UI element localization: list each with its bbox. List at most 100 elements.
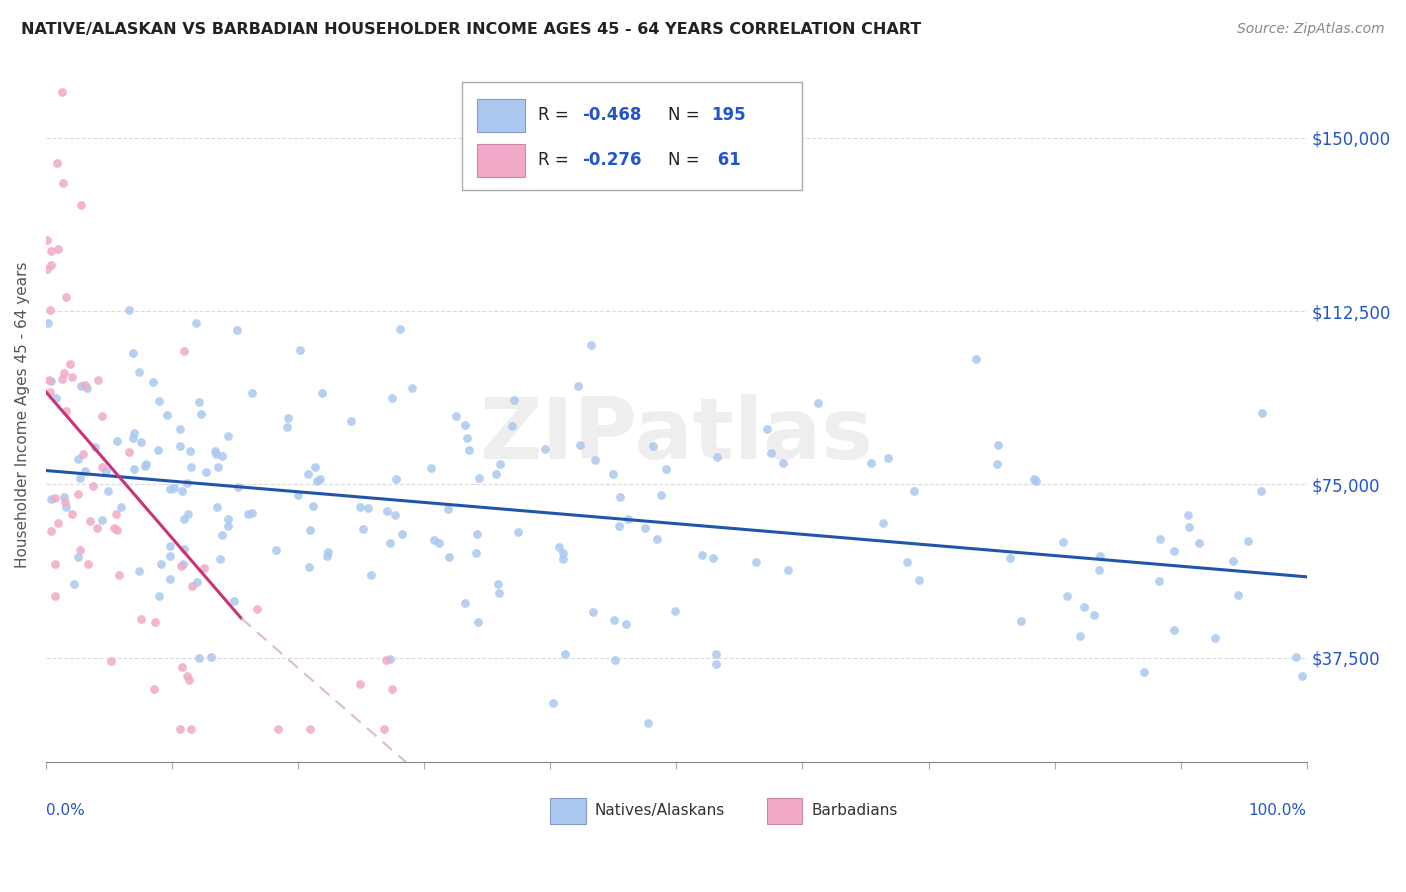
Point <box>297 560 319 574</box>
Point <box>965 351 987 366</box>
Point <box>169 422 191 436</box>
Point <box>217 428 239 442</box>
Point <box>76 557 98 571</box>
Point <box>579 338 602 352</box>
Point <box>276 420 298 434</box>
Point <box>454 596 477 610</box>
Text: R =: R = <box>537 106 574 124</box>
Point <box>170 483 193 498</box>
Point <box>1222 554 1244 568</box>
Point <box>172 660 194 674</box>
Point <box>211 528 233 542</box>
Point <box>180 723 202 737</box>
Point <box>643 439 665 453</box>
Point <box>634 520 657 534</box>
Point <box>1069 629 1091 643</box>
Point <box>45 392 67 406</box>
Point <box>1052 535 1074 549</box>
Point <box>877 451 900 466</box>
Text: NATIVE/ALASKAN VS BARBADIAN HOUSEHOLDER INCOME AGES 45 - 64 YEARS CORRELATION CH: NATIVE/ALASKAN VS BARBADIAN HOUSEHOLDER … <box>21 22 921 37</box>
Point <box>180 460 202 475</box>
Point <box>72 447 94 461</box>
Point <box>51 372 73 386</box>
Point <box>96 483 118 498</box>
Point <box>170 559 193 574</box>
Point <box>1010 614 1032 628</box>
Point <box>706 450 728 465</box>
Point <box>568 438 591 452</box>
Point <box>184 316 207 330</box>
Point <box>745 555 768 569</box>
Point <box>903 484 925 499</box>
Point <box>122 346 145 360</box>
Point <box>204 443 226 458</box>
Point <box>173 344 195 359</box>
Point <box>142 375 165 389</box>
Point <box>554 648 576 662</box>
Point <box>311 385 333 400</box>
Point <box>211 449 233 463</box>
Point <box>381 681 404 696</box>
Point <box>609 490 631 504</box>
Point <box>1133 665 1156 680</box>
Point <box>603 652 626 666</box>
Point <box>118 444 141 458</box>
Point <box>375 503 398 517</box>
Point <box>391 527 413 541</box>
Point <box>655 462 678 476</box>
Bar <box>768 797 803 824</box>
Point <box>226 323 249 337</box>
Point <box>217 518 239 533</box>
Point <box>69 543 91 558</box>
Point <box>110 500 132 515</box>
Point <box>176 507 198 521</box>
Point <box>614 617 637 632</box>
Point <box>163 481 186 495</box>
Point <box>1073 599 1095 614</box>
Point <box>37 316 59 330</box>
Point <box>91 460 114 475</box>
Point <box>60 508 83 522</box>
Text: -0.276: -0.276 <box>582 151 641 169</box>
Bar <box>550 797 585 824</box>
Point <box>987 438 1010 452</box>
Point <box>1024 472 1046 486</box>
Point <box>454 417 477 432</box>
Point <box>287 488 309 502</box>
Point <box>357 501 380 516</box>
Text: Source: ZipAtlas.com: Source: ZipAtlas.com <box>1237 22 1385 37</box>
Point <box>73 378 96 392</box>
Point <box>1178 520 1201 534</box>
Point <box>307 474 329 488</box>
Point <box>39 524 62 538</box>
Point <box>807 395 830 409</box>
FancyBboxPatch shape <box>463 82 803 190</box>
Point <box>267 723 290 737</box>
Point <box>82 479 104 493</box>
Point <box>79 514 101 528</box>
Point <box>179 444 201 458</box>
Text: 100.0%: 100.0% <box>1249 804 1306 818</box>
Point <box>38 303 60 318</box>
Bar <box>477 99 524 132</box>
Point <box>664 604 686 618</box>
Point <box>1088 563 1111 577</box>
Point <box>55 500 77 514</box>
Point <box>467 615 489 629</box>
Point <box>907 573 929 587</box>
Point <box>468 471 491 485</box>
Point <box>121 431 143 445</box>
Point <box>304 460 326 475</box>
Point <box>1177 508 1199 522</box>
Point <box>100 653 122 667</box>
Text: N =: N = <box>668 151 704 169</box>
Point <box>385 472 408 486</box>
Point <box>55 290 77 304</box>
Text: Natives/Alaskans: Natives/Alaskans <box>595 803 724 818</box>
Point <box>1226 588 1249 602</box>
Point <box>128 564 150 578</box>
Point <box>193 560 215 574</box>
Point <box>38 384 60 399</box>
Point <box>46 242 69 256</box>
Point <box>1149 532 1171 546</box>
